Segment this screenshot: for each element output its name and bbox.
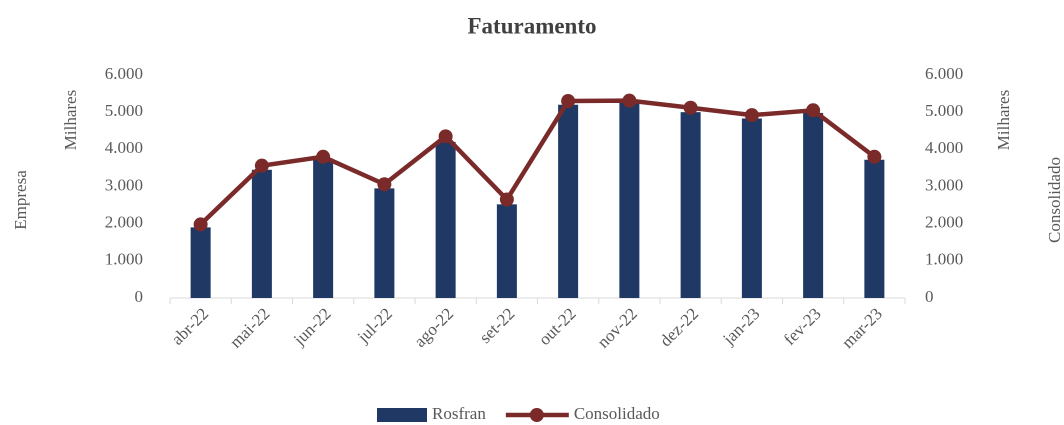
y-axis-title: Milhares (61, 90, 80, 150)
x-tick-label: jul-22 (353, 304, 396, 347)
y2-tick-label: 0 (925, 287, 934, 306)
x-tick-label: out-22 (535, 304, 580, 349)
y2-axis-title-outer: Consolidado (1045, 157, 1064, 243)
bar (741, 118, 762, 298)
line-marker (438, 129, 453, 144)
bar (680, 112, 701, 299)
line-marker (867, 149, 882, 164)
line-marker (744, 108, 759, 123)
y-tick-label: 5.000 (105, 101, 143, 120)
x-tick-label: ago-22 (410, 304, 457, 351)
legend-swatch (377, 408, 427, 422)
y-tick-label: 2.000 (105, 213, 143, 232)
line-marker (561, 94, 576, 109)
line-marker (499, 192, 514, 207)
line-marker (193, 217, 208, 232)
y2-axis-title: Milhares (994, 90, 1013, 150)
chart-title: Faturamento (467, 13, 596, 38)
x-tick-label: dez-22 (656, 304, 702, 350)
bar (190, 227, 211, 298)
y2-tick-label: 4.000 (925, 138, 963, 157)
x-tick-label: mai-22 (226, 304, 273, 351)
legend-label: Rosfran (432, 404, 486, 423)
line-marker (806, 103, 821, 118)
bar (251, 169, 272, 298)
line-marker (377, 177, 392, 192)
line-marker (622, 93, 637, 108)
bar (374, 188, 395, 298)
y-tick-label: 3.000 (105, 175, 143, 194)
y-tick-label: 6.000 (105, 64, 143, 83)
x-tick-label: abr-22 (168, 304, 213, 349)
bar (864, 159, 885, 298)
bar (803, 112, 824, 298)
x-tick-label: fev-23 (780, 304, 825, 349)
line-marker (316, 149, 331, 164)
x-tick-label: jan-23 (719, 304, 764, 349)
y-tick-label: 0 (135, 287, 144, 306)
x-tick-label: mar-23 (838, 304, 886, 352)
legend-swatch-marker (529, 408, 544, 422)
bar (313, 158, 334, 298)
x-tick-label: nov-22 (593, 304, 640, 351)
bar (435, 141, 456, 298)
y-tick-label: 4.000 (105, 138, 143, 157)
bar (496, 204, 517, 298)
bar (619, 101, 640, 298)
line (199, 98, 876, 227)
line-marker (254, 158, 269, 173)
x-tick-label: set-22 (476, 304, 519, 347)
y2-tick-label: 5.000 (925, 101, 963, 120)
legend-label: Consolidado (574, 404, 660, 423)
y-tick-label: 1.000 (105, 250, 143, 269)
y2-tick-label: 2.000 (925, 213, 963, 232)
x-tick-label: jun-22 (289, 304, 335, 350)
bar (558, 104, 579, 298)
y2-tick-label: 6.000 (925, 64, 963, 83)
y2-tick-label: 3.000 (925, 175, 963, 194)
y-axis-title-outer: Empresa (11, 170, 30, 230)
line-marker (683, 100, 698, 115)
y2-tick-label: 1.000 (925, 250, 963, 269)
